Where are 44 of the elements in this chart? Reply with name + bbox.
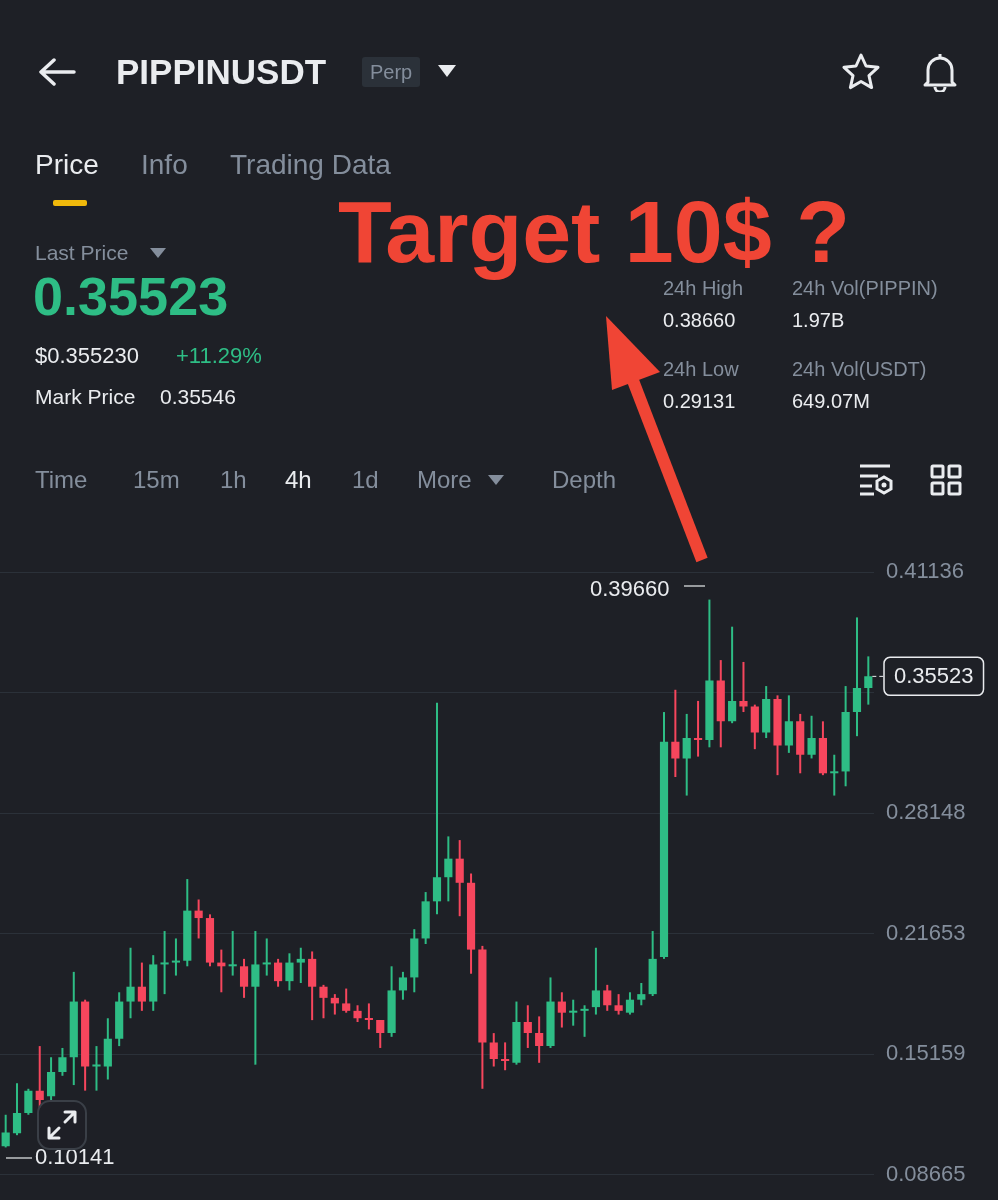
y-tick-label: 0.08665 bbox=[886, 1160, 966, 1186]
text: Trading Data bbox=[230, 148, 391, 181]
chart-title: PIPPINUSDT bbox=[116, 51, 327, 92]
text: +11.29% bbox=[176, 342, 262, 369]
text: 0.29131 bbox=[663, 390, 736, 412]
candlestick bbox=[262, 938, 271, 976]
text: Info bbox=[141, 148, 188, 181]
chart-subtitle: Perp bbox=[362, 57, 421, 87]
candlestick bbox=[569, 999, 578, 1026]
text: More bbox=[417, 465, 472, 494]
text: 24h Low bbox=[663, 358, 739, 380]
candlestick bbox=[171, 938, 181, 976]
text: 0.35523 bbox=[33, 266, 229, 327]
text: 1h bbox=[220, 465, 247, 494]
annotation: 0.10141 bbox=[35, 1144, 115, 1170]
y-tick-label: 0.21653 bbox=[886, 919, 966, 945]
candlestick bbox=[830, 754, 839, 796]
candlestick bbox=[92, 1046, 101, 1091]
y-tick-label: 0.28148 bbox=[886, 799, 966, 825]
candlestick bbox=[693, 700, 703, 757]
ref-line-label: 0.35523 bbox=[894, 663, 974, 689]
text: 15m bbox=[133, 465, 180, 494]
text: 0.35546 bbox=[160, 385, 236, 409]
candlestick bbox=[160, 931, 169, 995]
text: Price bbox=[35, 148, 99, 181]
y-tick-label: 0.15159 bbox=[886, 1040, 966, 1066]
candlestick bbox=[501, 1042, 510, 1071]
candlestick bbox=[580, 1005, 589, 1037]
candlestick bbox=[364, 1003, 373, 1030]
text: Time bbox=[35, 465, 88, 494]
candlestick bbox=[228, 931, 237, 976]
text: 0.38660 bbox=[663, 309, 736, 331]
y-tick-label: 0.41136 bbox=[886, 558, 964, 584]
text: Mark Price bbox=[35, 385, 136, 409]
text: 1.97B bbox=[792, 309, 845, 331]
annotation: 0.39660 bbox=[590, 576, 670, 602]
text: Last Price bbox=[35, 241, 129, 265]
text: 24h Vol(USDT) bbox=[792, 358, 927, 380]
text: $0.355230 bbox=[35, 342, 139, 369]
text: 4h bbox=[285, 465, 312, 494]
text: 1d bbox=[352, 465, 379, 494]
text: Depth bbox=[552, 465, 617, 494]
candlestick bbox=[739, 661, 748, 713]
text: 649.07M bbox=[792, 390, 870, 412]
